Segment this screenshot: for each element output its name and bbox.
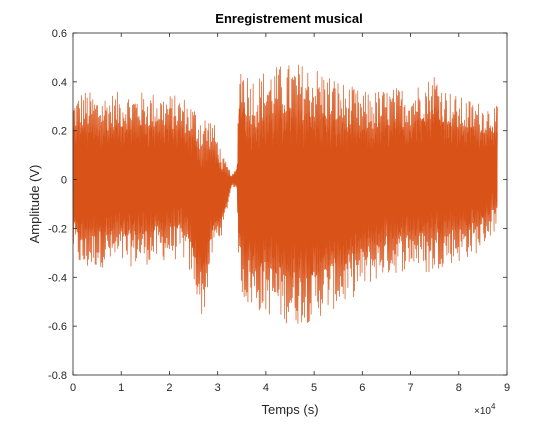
y-tick-label: 0 <box>61 175 67 187</box>
y-tick-label: 0.6 <box>52 28 67 40</box>
x-exponent-power: 4 <box>491 402 496 411</box>
x-exponent-base: ×10 <box>474 406 491 417</box>
x-tick-label: 8 <box>456 382 462 394</box>
chart-title: Enregistrement musical <box>215 11 362 26</box>
x-tick-label: 0 <box>70 382 76 394</box>
y-tick-label: -0.4 <box>48 272 67 284</box>
y-tick-label: -0.6 <box>48 321 67 333</box>
x-tick-label: 2 <box>166 382 172 394</box>
y-tick-label: -0.8 <box>48 370 67 382</box>
y-tick-label: 0.2 <box>52 126 67 138</box>
x-exponent-label: ×104 <box>474 402 496 417</box>
signal-line-dense <box>72 105 498 279</box>
x-tick-label: 4 <box>263 382 269 394</box>
x-tick-label: 5 <box>311 382 317 394</box>
x-tick-label: 7 <box>407 382 413 394</box>
y-tick-label: -0.2 <box>48 223 67 235</box>
y-axis: 0.6 0.4 0.2 0 -0.2 -0.4 -0.6 -0.8 <box>48 28 507 382</box>
x-tick-label: 6 <box>359 382 365 394</box>
x-tick-label: 3 <box>215 382 221 394</box>
plot-box <box>72 32 508 376</box>
x-tick-label: 9 <box>504 382 510 394</box>
signal-line <box>72 64 498 324</box>
x-axis: 0 1 2 3 4 5 6 7 8 9 <box>70 33 510 394</box>
x-axis-label: Temps (s) <box>261 402 318 417</box>
y-tick-label: 0.4 <box>52 77 67 89</box>
y-axis-label: Amplitude (V) <box>27 165 42 244</box>
x-tick-label: 1 <box>118 382 124 394</box>
signal-series <box>72 64 498 324</box>
